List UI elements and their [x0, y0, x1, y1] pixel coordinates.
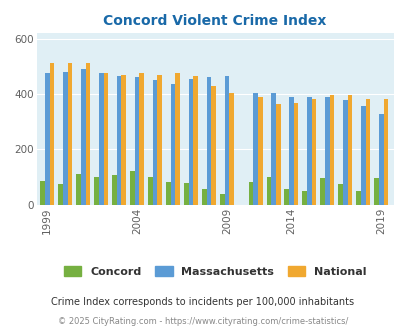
- Bar: [284, 189, 288, 205]
- Bar: [40, 181, 45, 205]
- Bar: [134, 77, 139, 205]
- Bar: [337, 184, 342, 205]
- Bar: [183, 183, 188, 205]
- Bar: [85, 63, 90, 205]
- Bar: [275, 104, 280, 205]
- Bar: [98, 73, 103, 205]
- Bar: [94, 177, 98, 205]
- Bar: [288, 97, 293, 205]
- Bar: [81, 69, 85, 205]
- Bar: [271, 92, 275, 205]
- Bar: [206, 77, 211, 205]
- Bar: [49, 63, 54, 205]
- Bar: [152, 80, 157, 205]
- Bar: [248, 182, 253, 205]
- Bar: [302, 191, 306, 205]
- Bar: [360, 106, 365, 205]
- Bar: [378, 114, 383, 205]
- Bar: [45, 73, 49, 205]
- Bar: [112, 175, 117, 205]
- Bar: [139, 73, 144, 205]
- Bar: [166, 182, 170, 205]
- Bar: [342, 100, 347, 205]
- Bar: [356, 191, 360, 205]
- Bar: [257, 97, 262, 205]
- Bar: [188, 80, 193, 205]
- Title: Concord Violent Crime Index: Concord Violent Crime Index: [103, 14, 326, 28]
- Bar: [121, 75, 126, 205]
- Bar: [157, 75, 162, 205]
- Bar: [329, 95, 334, 205]
- Bar: [58, 184, 63, 205]
- Bar: [117, 76, 121, 205]
- Bar: [306, 97, 311, 205]
- Bar: [201, 189, 206, 205]
- Text: © 2025 CityRating.com - https://www.cityrating.com/crime-statistics/: © 2025 CityRating.com - https://www.city…: [58, 317, 347, 326]
- Legend: Concord, Massachusetts, National: Concord, Massachusetts, National: [59, 262, 370, 281]
- Bar: [293, 103, 298, 205]
- Bar: [253, 92, 257, 205]
- Bar: [193, 77, 198, 205]
- Bar: [365, 99, 369, 205]
- Bar: [320, 178, 324, 205]
- Bar: [266, 178, 271, 205]
- Text: Crime Index corresponds to incidents per 100,000 inhabitants: Crime Index corresponds to incidents per…: [51, 297, 354, 307]
- Bar: [324, 97, 329, 205]
- Bar: [148, 177, 152, 205]
- Bar: [170, 84, 175, 205]
- Bar: [103, 73, 108, 205]
- Bar: [76, 174, 81, 205]
- Bar: [68, 63, 72, 205]
- Bar: [130, 171, 134, 205]
- Bar: [373, 178, 378, 205]
- Bar: [383, 99, 387, 205]
- Bar: [311, 99, 315, 205]
- Bar: [347, 95, 352, 205]
- Bar: [228, 92, 233, 205]
- Bar: [211, 85, 215, 205]
- Bar: [219, 193, 224, 205]
- Bar: [224, 76, 228, 205]
- Bar: [175, 73, 179, 205]
- Bar: [63, 72, 68, 205]
